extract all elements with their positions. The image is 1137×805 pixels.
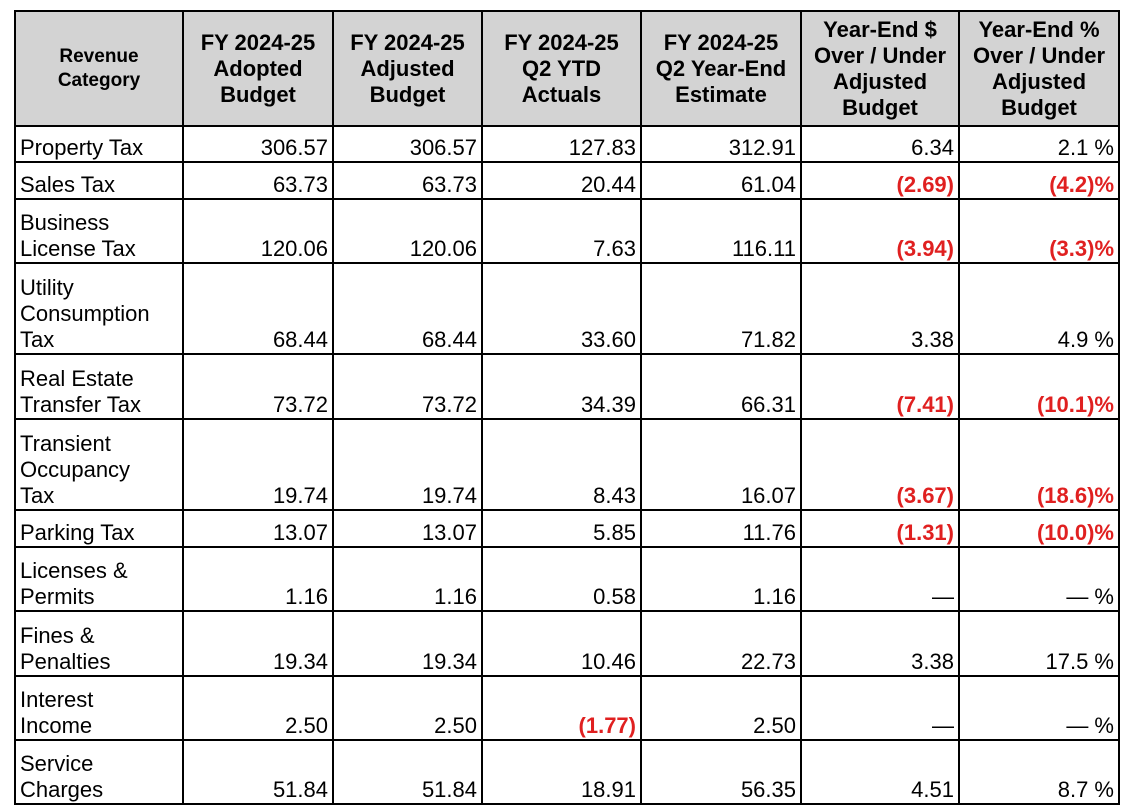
cell: 56.35 [640, 739, 802, 805]
row-label: Interest Income [14, 675, 184, 741]
cell: 3.38 [800, 262, 960, 355]
cell: (1.77) [481, 675, 642, 741]
table-row: Property Tax 306.57 306.57 127.83 312.91 6.34… [14, 125, 1120, 163]
row-label: Property Tax [14, 125, 184, 163]
cell: 66.31 [640, 353, 802, 420]
cell: 63.73 [182, 161, 334, 200]
cell: 22.73 [640, 610, 802, 677]
cell: 68.44 [332, 262, 483, 355]
column-header: FY 2024-25 Q2 YTD Actuals [481, 10, 642, 127]
cell: 20.44 [481, 161, 642, 200]
table-row: Sales Tax 63.73 63.73 20.44 61.04 (2.69) (4.2)… [14, 161, 1120, 200]
cell: 19.74 [332, 418, 483, 511]
table-row: Service Charges 51.84 51.84 18.91 56.35 4.51 8… [14, 739, 1120, 805]
cell: (4.2)% [958, 161, 1120, 200]
table-row: Transient Occupancy Tax 19.74 19.74 8.43 16.… [14, 418, 1120, 511]
cell: 61.04 [640, 161, 802, 200]
cell: (2.69) [800, 161, 960, 200]
cell: (18.6)% [958, 418, 1120, 511]
cell: 2.50 [332, 675, 483, 741]
cell: 19.74 [182, 418, 334, 511]
cell: 18.91 [481, 739, 642, 805]
table-row: Business License Tax 120.06 120.06 7.63 116.… [14, 198, 1120, 264]
cell: 13.07 [332, 509, 483, 548]
cell: 2.50 [182, 675, 334, 741]
cell: 10.46 [481, 610, 642, 677]
cell: 33.60 [481, 262, 642, 355]
cell: — % [958, 675, 1120, 741]
row-label: Utility Consumption Tax [14, 262, 184, 355]
cell: — [800, 546, 960, 612]
cell: 1.16 [182, 546, 334, 612]
cell: (3.94) [800, 198, 960, 264]
column-header: Year-End $ Over / Under Adjusted Budget [800, 10, 960, 127]
cell: 73.72 [182, 353, 334, 420]
cell: 51.84 [332, 739, 483, 805]
cell: 4.51 [800, 739, 960, 805]
column-header: Revenue Category [14, 10, 184, 127]
row-label: Parking Tax [14, 509, 184, 548]
cell: 19.34 [182, 610, 334, 677]
cell: (7.41) [800, 353, 960, 420]
cell: 11.76 [640, 509, 802, 548]
cell: 68.44 [182, 262, 334, 355]
row-label: Transient Occupancy Tax [14, 418, 184, 511]
cell: 8.7 % [958, 739, 1120, 805]
cell: 127.83 [481, 125, 642, 163]
cell: 71.82 [640, 262, 802, 355]
column-header: FY 2024-25 Adjusted Budget [332, 10, 483, 127]
row-label: Service Charges [14, 739, 184, 805]
table-row: Utility Consumption Tax 68.44 68.44 33.60 71… [14, 262, 1120, 355]
cell: 120.06 [332, 198, 483, 264]
revenue-table: Revenue Category FY 2024-25 Adopted Budge… [14, 10, 1120, 805]
cell: 7.63 [481, 198, 642, 264]
cell: 19.34 [332, 610, 483, 677]
cell: 0.58 [481, 546, 642, 612]
cell: 1.16 [332, 546, 483, 612]
cell: 116.11 [640, 198, 802, 264]
cell: — % [958, 546, 1120, 612]
table-body: Property Tax 306.57 306.57 127.83 312.91 6.34… [14, 125, 1120, 805]
column-header: FY 2024-25 Q2 Year-End Estimate [640, 10, 802, 127]
cell: 2.50 [640, 675, 802, 741]
cell: 13.07 [182, 509, 334, 548]
table-row: Parking Tax 13.07 13.07 5.85 11.76 (1.31) (10.… [14, 509, 1120, 548]
table-row: Fines & Penalties 19.34 19.34 10.46 22.73 3.3… [14, 610, 1120, 677]
cell: 5.85 [481, 509, 642, 548]
cell: (3.67) [800, 418, 960, 511]
cell: (10.0)% [958, 509, 1120, 548]
table-row: Licenses & Permits 1.16 1.16 0.58 1.16— — % [14, 546, 1120, 612]
cell: — [800, 675, 960, 741]
row-label: Real Estate Transfer Tax [14, 353, 184, 420]
cell: 63.73 [332, 161, 483, 200]
cell: (3.3)% [958, 198, 1120, 264]
column-header: FY 2024-25 Adopted Budget [182, 10, 334, 127]
cell: 34.39 [481, 353, 642, 420]
cell: (10.1)% [958, 353, 1120, 420]
cell: (1.31) [800, 509, 960, 548]
row-label: Licenses & Permits [14, 546, 184, 612]
cell: 306.57 [182, 125, 334, 163]
cell: 4.9 % [958, 262, 1120, 355]
row-label: Fines & Penalties [14, 610, 184, 677]
cell: 312.91 [640, 125, 802, 163]
cell: 3.38 [800, 610, 960, 677]
cell: 6.34 [800, 125, 960, 163]
column-header: Year-End % Over / Under Adjusted Budget [958, 10, 1120, 127]
table-row: Interest Income 2.50 2.50 (1.77) 2.50— — % [14, 675, 1120, 741]
table-row: Real Estate Transfer Tax 73.72 73.72 34.39 6… [14, 353, 1120, 420]
row-label: Business License Tax [14, 198, 184, 264]
header-row: Revenue Category FY 2024-25 Adopted Budge… [14, 10, 1120, 127]
cell: 120.06 [182, 198, 334, 264]
cell: 73.72 [332, 353, 483, 420]
cell: 2.1 % [958, 125, 1120, 163]
row-label: Sales Tax [14, 161, 184, 200]
cell: 16.07 [640, 418, 802, 511]
cell: 306.57 [332, 125, 483, 163]
cell: 51.84 [182, 739, 334, 805]
cell: 8.43 [481, 418, 642, 511]
cell: 17.5 % [958, 610, 1120, 677]
cell: 1.16 [640, 546, 802, 612]
